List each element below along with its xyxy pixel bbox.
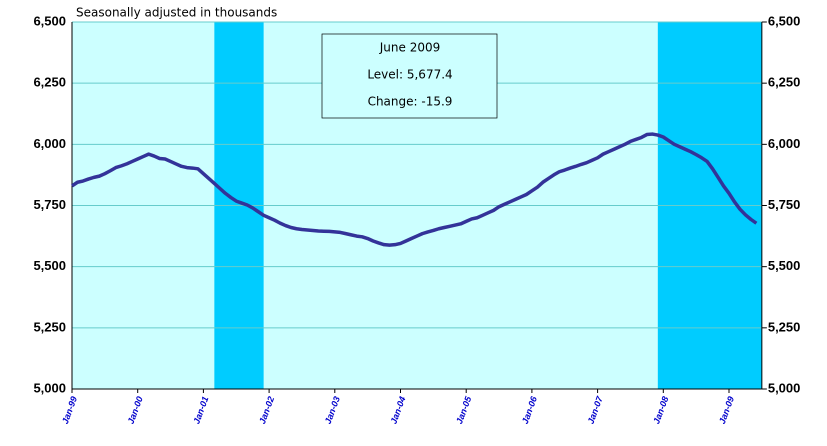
chart-subtitle: Seasonally adjusted in thousands [76, 6, 277, 20]
x-tick-label: Jan-02 [257, 395, 276, 425]
data-line [71, 132, 758, 247]
y2-tick-label: 5,750 [768, 197, 801, 212]
y-tick-label: 5,000 [33, 380, 66, 395]
x-tick-label: Jan-04 [388, 395, 407, 425]
y-tick-label: 5,750 [33, 197, 66, 212]
x-tick-label: Jan-08 [651, 395, 670, 425]
x-tick-label: Jan-05 [454, 394, 473, 425]
y2-tick-label: 6,000 [768, 136, 801, 151]
y-tick-label: 6,250 [33, 75, 66, 90]
annotation-title: June 2009 [379, 41, 441, 55]
x-tick-label: Jan-03 [323, 395, 342, 425]
y2-tick-label: 6,500 [768, 13, 801, 28]
y-tick-label: 5,500 [33, 258, 66, 273]
annotation-level: Level: 5,677.4 [367, 68, 452, 82]
y-tick-label: 5,250 [33, 319, 66, 334]
annotation-change: Change: -15.9 [368, 95, 453, 109]
x-tick-label: Jan-99 [60, 395, 79, 425]
y2-tick-label: 6,250 [768, 75, 801, 90]
y2-tick-label: 5,250 [768, 319, 801, 334]
y2-tick-label: 5,500 [768, 258, 801, 273]
y-tick-label: 6,000 [33, 136, 66, 151]
y2-tick-label: 5,000 [768, 380, 801, 395]
x-tick-label: Jan-00 [126, 395, 145, 425]
annotation-box [321, 33, 498, 119]
x-tick-label: Jan-09 [717, 395, 736, 425]
x-tick-label: Jan-07 [586, 394, 605, 425]
x-tick-label: Jan-06 [520, 394, 539, 425]
x-tick-label: Jan-01 [191, 395, 210, 425]
y-tick-label: 6,500 [33, 13, 66, 28]
